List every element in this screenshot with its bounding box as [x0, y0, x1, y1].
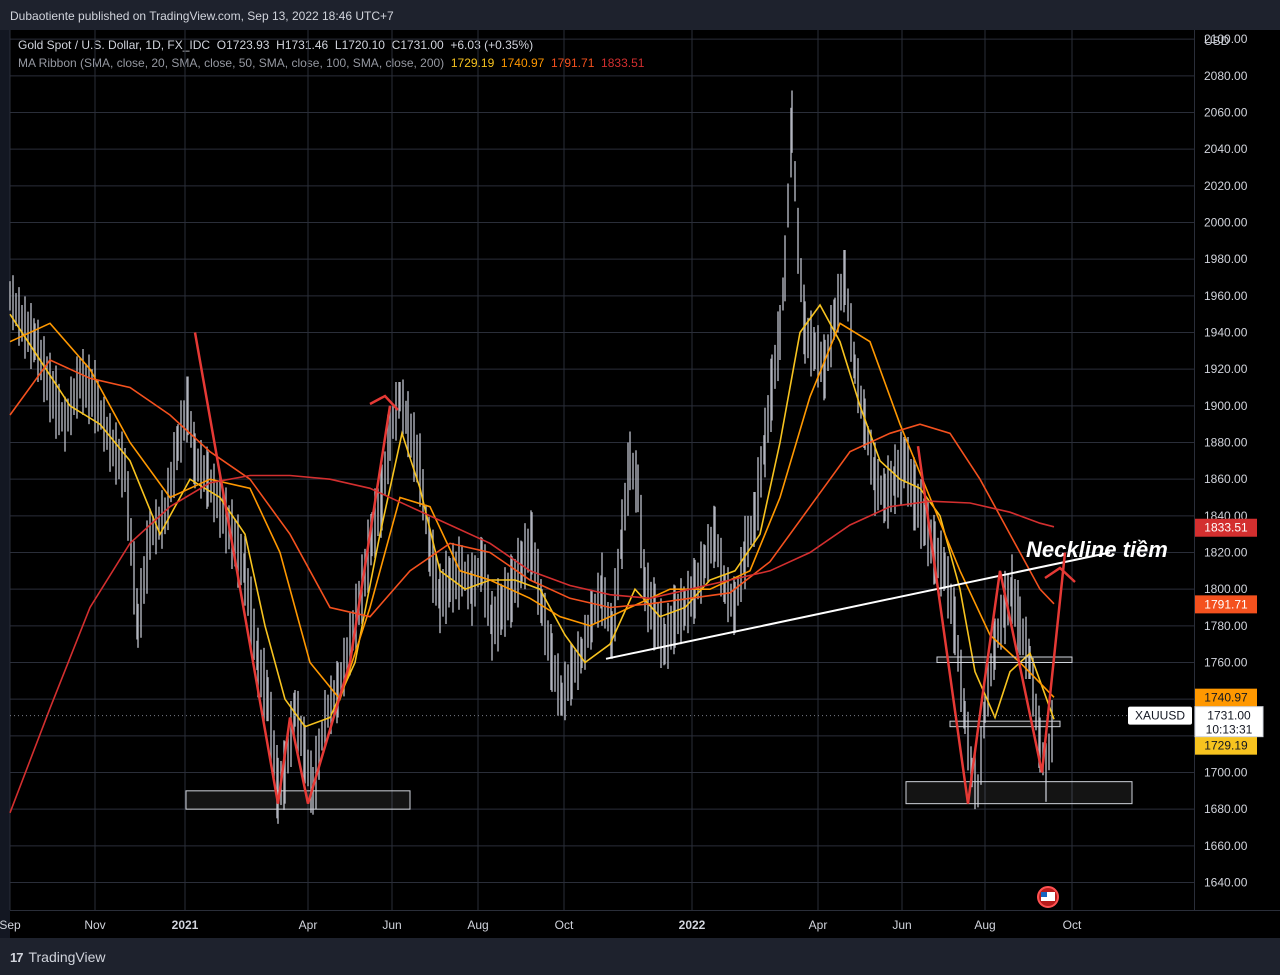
pattern-lines: [193, 332, 392, 805]
price-tick-label: 1660.00: [1204, 839, 1248, 853]
us-flag-canton-icon: [1041, 892, 1047, 897]
high-value: 1731.46: [284, 38, 329, 52]
symbol-badge: [1128, 706, 1192, 725]
support-right-box: [905, 781, 1133, 805]
price-tick-label: 1880.00: [1204, 436, 1248, 450]
footer-bar: [0, 938, 1280, 975]
price-tick-label: 2040.00: [1204, 142, 1248, 156]
price-badge-ma200: [1195, 518, 1257, 537]
tradingview-brand: TradingView: [28, 949, 106, 965]
price-badge-label: 1833.51: [1204, 521, 1248, 535]
price-tick-label: 2020.00: [1204, 179, 1248, 193]
top-arrow-left: [369, 394, 399, 411]
price-badge-ma50: [1195, 688, 1257, 707]
neckline-annotation: Neckline tiềm: [1026, 537, 1168, 562]
price-tick-label: 2060.00: [1204, 106, 1248, 120]
change-value: +6.03 (+0.35%): [450, 38, 534, 52]
ma-line-ma50: [9, 322, 1055, 701]
low-label: L: [334, 38, 342, 52]
price-tick-label: 1860.00: [1204, 472, 1248, 486]
mid-box-right-box: [949, 720, 1061, 728]
price-badge-ma20: [1195, 736, 1257, 755]
chart-legend: Gold Spot / U.S. Dollar, 1D, FX_IDC O172…: [18, 36, 644, 72]
ma-line-ma20: [9, 303, 1055, 728]
legend-symbol-line: Gold Spot / U.S. Dollar, 1D, FX_IDC O172…: [18, 36, 644, 54]
time-tick-label: Oct: [555, 918, 574, 932]
ma100-legend-value: 1791.71: [550, 56, 595, 70]
time-tick-label: 2021: [172, 918, 199, 932]
close-value: 1731.00: [400, 38, 444, 52]
price-tick-label: 1700.00: [1204, 766, 1248, 780]
price-badge-label: 1740.97: [1204, 691, 1248, 705]
time-tick-label: 2022: [679, 918, 706, 932]
currency-label: USD: [1204, 34, 1230, 48]
ma200-legend-value: 1833.51: [601, 56, 645, 70]
support-left-box: [185, 790, 411, 810]
price-tick-label: 1920.00: [1204, 362, 1248, 376]
pattern-lines-right: [916, 445, 1067, 804]
time-tick-label: Apr: [809, 918, 828, 932]
time-tick-label: Oct: [1063, 918, 1082, 932]
time-tick-label: Apr: [299, 918, 318, 932]
time-tick-label: Jun: [892, 918, 911, 932]
price-tick-label: 1760.00: [1204, 656, 1248, 670]
resistance-right-box: [936, 656, 1073, 663]
price-tick-label: 1980.00: [1204, 252, 1248, 266]
countdown-value: 10:13:31: [1206, 723, 1253, 737]
ma-line-ma100: [9, 359, 1055, 618]
price-tick-label: 2000.00: [1204, 216, 1248, 230]
high-label: H: [276, 38, 285, 52]
tradingview-logo-icon: 17: [10, 949, 24, 965]
price-tick-label: 1640.00: [1204, 876, 1248, 890]
time-tick-label: Aug: [467, 918, 488, 932]
price-badge-ma100: [1195, 595, 1257, 614]
symbol-badge-label: XAUUSD: [1135, 709, 1185, 723]
legend-ma-line: MA Ribbon (SMA, close, 20, SMA, close, 5…: [18, 54, 644, 72]
last-price-value: 1731.00: [1207, 709, 1251, 723]
publisher-info: Dubaotiente published on TradingView.com…: [10, 9, 394, 23]
price-tick-label: 1780.00: [1204, 619, 1248, 633]
arrow-head-right: [1044, 566, 1076, 583]
time-tick-label: Jun: [382, 918, 401, 932]
time-tick-label: Nov: [84, 918, 105, 932]
price-tick-label: 1900.00: [1204, 399, 1248, 413]
low-value: 1720.10: [341, 38, 385, 52]
ma-ribbon-label: MA Ribbon (SMA, close, 20, SMA, close, 5…: [18, 56, 445, 70]
open-label: O: [216, 38, 227, 52]
us-flag-stripes-icon: [1041, 892, 1055, 901]
price-badge-label: 1729.19: [1204, 739, 1248, 753]
price-tick-label: 1680.00: [1204, 802, 1248, 816]
close-label: C: [391, 38, 401, 52]
price-tick-label: 1800.00: [1204, 582, 1248, 596]
ma-line-ma200: [9, 474, 1055, 814]
price-tick-label: 1820.00: [1204, 546, 1248, 560]
price-tick-label: 1940.00: [1204, 326, 1248, 340]
ma50-legend-value: 1740.97: [500, 56, 545, 70]
price-tick-label: 2100.00: [1204, 32, 1248, 46]
top-bar: Dubaotiente published on TradingView.com…: [0, 0, 1280, 30]
ma20-legend-value: 1729.19: [450, 56, 495, 70]
price-tick-label: 1960.00: [1204, 289, 1248, 303]
time-tick-label: Aug: [974, 918, 995, 932]
price-axis[interactable]: [1194, 30, 1280, 910]
symbol-name: Gold Spot / U.S. Dollar, 1D, FX_IDC: [18, 38, 211, 52]
price-badge-label: 1791.71: [1204, 597, 1248, 611]
open-value: 1723.93: [226, 38, 270, 52]
time-tick-label: Sep: [0, 918, 21, 932]
last-price-badge: [1194, 706, 1264, 738]
tradingview-logo[interactable]: 17 TradingView: [10, 949, 106, 965]
time-axis[interactable]: [10, 910, 1280, 939]
neckline-line: [605, 551, 1111, 660]
price-tick-label: 2080.00: [1204, 69, 1248, 83]
